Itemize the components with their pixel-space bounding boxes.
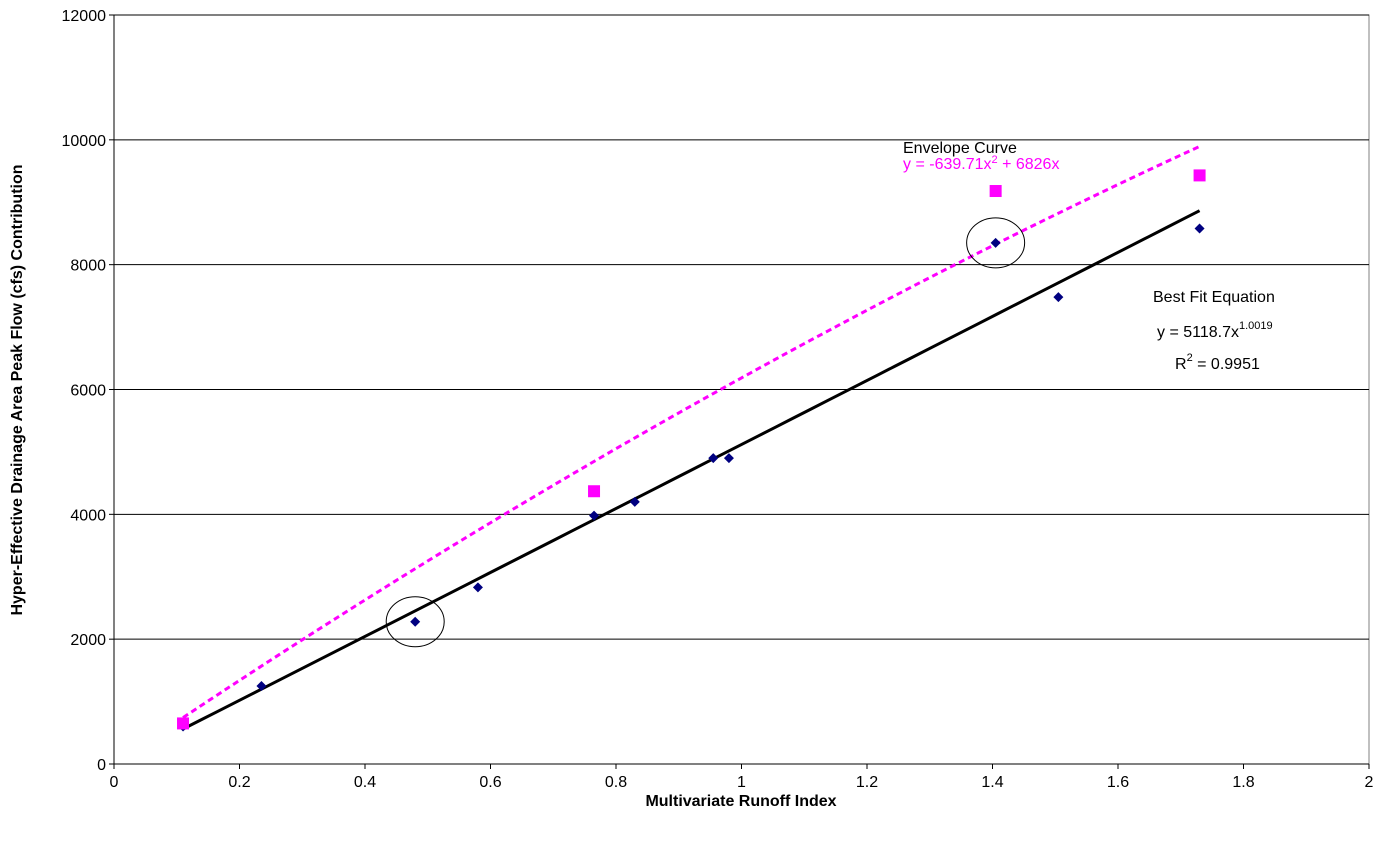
x-tick-label-7: 1.4 xyxy=(981,774,1003,791)
point-square-1 xyxy=(588,485,601,498)
highlight-circle-0 xyxy=(385,596,445,648)
trendline-best-fit xyxy=(182,209,1201,731)
y-axis-title: Hyper-Effective Drainage Area Peak Flow … xyxy=(9,164,26,615)
y-tick-label-4: 8000 xyxy=(70,258,106,275)
point-square-0 xyxy=(177,717,190,730)
x-tick-labels: 0 0.2 0.4 0.6 0.8 1 1.2 1.4 1.6 1.8 2 xyxy=(110,774,1374,791)
best-fit-label: Best Fit Equation xyxy=(1153,289,1275,306)
axes xyxy=(113,15,1370,769)
x-tick-label-2: 0.4 xyxy=(354,774,376,791)
point-diamond-3 xyxy=(472,582,483,593)
y-tick-label-2: 4000 xyxy=(70,507,106,524)
point-diamond-7 xyxy=(723,453,734,464)
point-square-2 xyxy=(989,185,1002,198)
x-tick-label-4: 0.8 xyxy=(605,774,627,791)
point-diamond-2 xyxy=(410,616,421,627)
y-tick-label-5: 10000 xyxy=(62,133,107,150)
x-tick-label-9: 1.8 xyxy=(1232,774,1254,791)
point-diamond-9 xyxy=(1053,292,1064,303)
x-tick-label-10: 2 xyxy=(1365,774,1374,791)
x-tick-label-3: 0.6 xyxy=(479,774,501,791)
point-diamond-1 xyxy=(256,680,267,691)
envelope-eq-sup: 2 xyxy=(992,154,998,166)
y-tick-label-1: 2000 xyxy=(70,632,106,649)
x-tick-label-0: 0 xyxy=(110,774,119,791)
best-fit-eq-part-a: y = 5118.7x xyxy=(1157,324,1239,341)
gridlines xyxy=(109,14,1369,765)
point-square-3 xyxy=(1193,169,1206,182)
point-diamond-8 xyxy=(990,237,1001,248)
point-diamond-10 xyxy=(1194,223,1205,234)
y-tick-label-3: 6000 xyxy=(70,383,106,400)
y-tick-labels: 0 2000 4000 6000 8000 10000 12000 xyxy=(62,8,107,774)
point-diamond-5 xyxy=(629,496,640,507)
r2-part-a: R xyxy=(1175,356,1187,373)
x-tick-label-1: 0.2 xyxy=(228,774,250,791)
highlight-circle-1 xyxy=(966,217,1026,269)
point-diamond-4 xyxy=(589,510,600,521)
x-tick-label-5: 1 xyxy=(737,774,746,791)
best-fit-r2: R2 = 0.9951 xyxy=(1175,352,1260,373)
envelope-curve-equation: y = -639.71x2 + 6826x xyxy=(903,154,1059,173)
y-tick-label-0: 0 xyxy=(97,757,106,774)
highlight-circles xyxy=(385,217,1026,648)
x-tick-label-8: 1.6 xyxy=(1107,774,1129,791)
x-axis-title: Multivariate Runoff Index xyxy=(645,793,836,810)
trendlines xyxy=(182,145,1201,731)
y-tick-label-6: 12000 xyxy=(62,8,107,25)
point-diamond-6 xyxy=(708,453,719,464)
trendline-envelope xyxy=(182,145,1201,719)
x-tick-label-6: 1.2 xyxy=(856,774,878,791)
r2-sup: 2 xyxy=(1187,352,1193,364)
best-fit-equation: y = 5118.7x1.0019 xyxy=(1157,320,1273,341)
best-fit-eq-sup: 1.0019 xyxy=(1239,320,1273,332)
envelope-eq-part-b: + 6826x xyxy=(998,156,1060,173)
envelope-eq-part-a: y = -639.71x xyxy=(903,156,992,173)
r2-part-b: = 0.9951 xyxy=(1193,356,1260,373)
data-points xyxy=(177,169,1206,732)
envelope-curve-label: Envelope Curve xyxy=(903,140,1017,157)
